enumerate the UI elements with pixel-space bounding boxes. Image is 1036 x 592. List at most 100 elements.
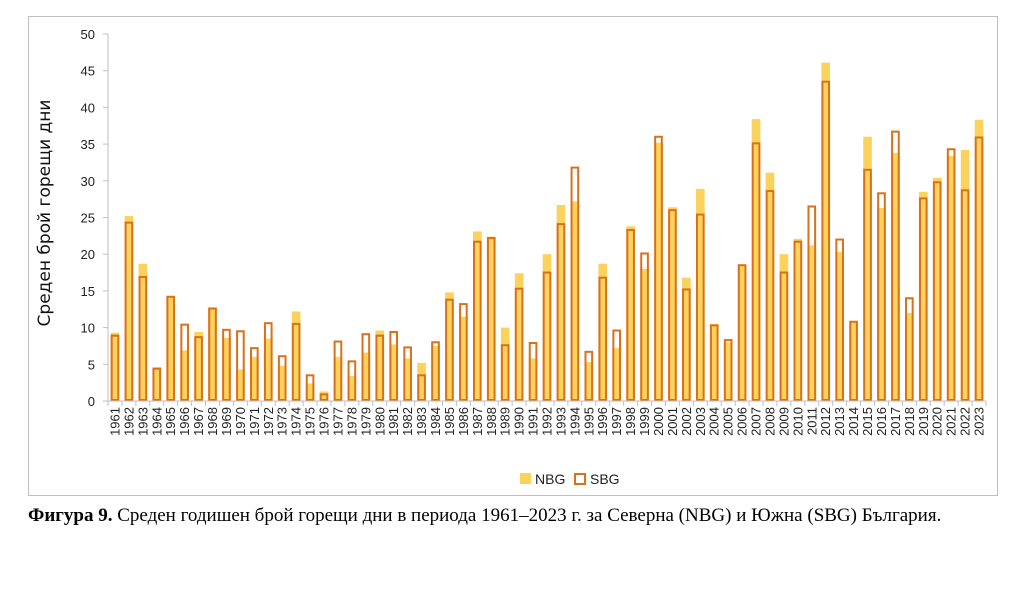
bar-sbg [751,142,761,401]
bar-sbg [375,334,385,402]
x-tick-label: 2016 [874,407,889,436]
bar-sbg [807,205,817,401]
bar-nbg [584,362,594,401]
x-tick-label: 1972 [261,407,276,436]
bar-nbg [305,383,315,401]
bar-sbg [932,181,942,401]
x-tick-label: 1986 [456,407,471,436]
x-tick-label: 1973 [275,407,290,436]
x-tick-label: 2004 [707,407,722,436]
bar-nbg [277,365,287,401]
bar-nbg [960,149,970,401]
bar-sbg [528,342,538,402]
x-tick-label: 1965 [163,407,178,436]
bar-nbg [807,245,817,401]
bar-sbg [222,328,231,401]
x-tick-label: 2006 [735,407,750,436]
bar-sbg [124,221,134,401]
bar-nbg [124,216,134,401]
bar-nbg [849,321,858,401]
x-tick-label: 1984 [428,407,443,436]
bar-nbg [445,292,454,401]
y-tick-label: 10 [81,321,95,336]
bar-sbg [389,331,399,401]
bar-nbg [863,136,872,401]
bar-sbg [236,330,245,401]
bar-sbg [194,336,203,401]
bar-nbg [918,191,928,401]
x-tick-label: 2015 [860,407,875,436]
bar-nbg [695,188,705,401]
bar-nbg [974,119,984,402]
bar-sbg [584,350,594,401]
bar-nbg [486,236,496,401]
x-tick-label: 1976 [317,407,332,436]
bar-nbg [110,332,120,401]
x-tick-label: 1985 [442,407,457,436]
bar-sbg [891,130,900,401]
x-tick-label: 1971 [247,407,262,436]
x-tick-label: 2009 [776,407,791,436]
bar-sbg [445,298,454,402]
bar-sbg [305,374,315,401]
bar-sbg [556,223,566,401]
bar-nbg [152,367,162,401]
x-tick-label: 1978 [344,407,359,436]
x-tick-label: 1962 [121,407,136,436]
bar-nbg [319,391,329,401]
bar-sbg [542,271,552,401]
x-tick-label: 2011 [804,407,819,435]
x-tick-label: 2002 [679,407,694,436]
x-tick-label: 1982 [400,407,415,436]
bar-sbg [835,238,844,401]
x-tick-label: 2000 [651,407,666,436]
x-tick-label: 1967 [191,407,206,436]
x-tick-label: 1970 [233,407,248,436]
x-tick-label: 2019 [916,407,931,436]
bar-chart: Среден брой горещи дни 0 5 10 15 20 25 30 35 40 4… [35,27,987,487]
bar-sbg [793,240,803,401]
bar-nbg [472,231,482,401]
bar-nbg [180,350,189,401]
bar-sbg [570,166,580,401]
bar-nbg [723,342,733,401]
x-tick-label: 1969 [219,407,234,436]
x-axis-ticks: 1961196219631964196519661967196819691970… [107,401,987,436]
bar-nbg [459,316,468,401]
x-tick-label: 2013 [832,407,847,436]
bar-series [110,62,984,402]
bar-nbg [542,254,552,401]
bar-sbg [640,252,649,401]
bar-nbg [570,201,580,401]
bar-sbg [723,339,733,402]
bar-nbg [194,332,203,401]
x-tick-label: 1980 [372,407,387,436]
x-tick-label: 1994 [567,407,582,436]
bar-nbg [514,273,524,401]
bar-sbg [779,271,789,401]
x-tick-label: 2008 [762,407,777,436]
x-tick-label: 2001 [665,407,680,436]
bar-nbg [417,362,426,401]
bar-nbg [389,344,399,401]
bar-nbg [946,155,956,401]
bar-sbg [417,374,426,401]
bar-sbg [737,264,747,401]
bar-sbg [974,136,984,402]
legend-label-sbg: SBG [590,471,620,487]
x-tick-label: 1998 [623,407,638,436]
bar-sbg [514,287,524,401]
bar-nbg [208,308,217,401]
caption-label: Фигура 9. [28,505,113,526]
bar-sbg [333,340,343,401]
bar-sbg [905,297,914,401]
bar-nbg [528,358,538,401]
bar-sbg [152,367,162,402]
bar-sbg [361,333,371,401]
y-tick-label: 50 [81,27,95,42]
bar-nbg [556,205,566,401]
bar-nbg [682,277,691,401]
bar-sbg [612,329,622,402]
legend-swatch-nbg [520,473,531,484]
bar-sbg [472,240,482,401]
